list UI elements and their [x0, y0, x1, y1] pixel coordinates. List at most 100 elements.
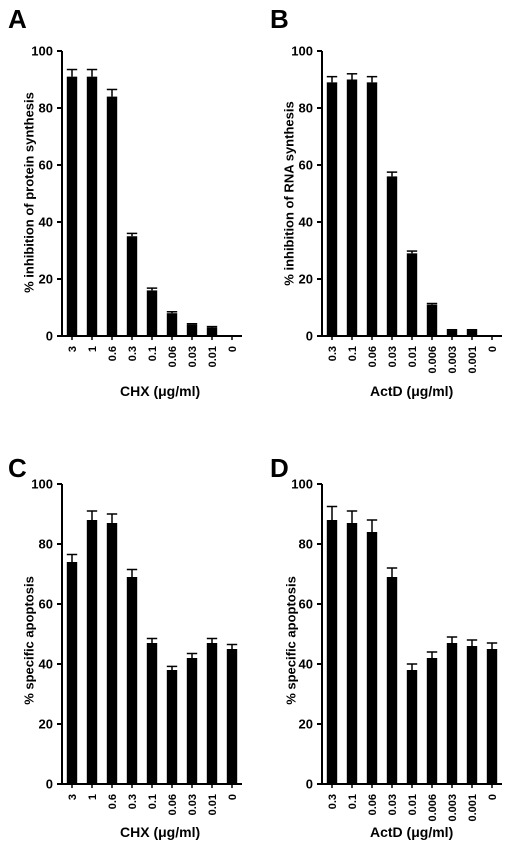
y-tick-label: 40 [39, 657, 53, 672]
y-tick-label: 100 [291, 44, 313, 59]
panel-b: B % inhibition of RNA synthesis 0 20 40 60 8… [260, 0, 520, 420]
bar [86, 76, 98, 337]
bar [146, 643, 158, 784]
y-tick-label: 100 [31, 44, 53, 59]
y-tick-label: 40 [39, 215, 53, 230]
x-tick-label: 1 [87, 794, 99, 800]
x-tick-label: 0.1 [347, 794, 359, 809]
bar [366, 532, 378, 784]
bar [426, 304, 438, 336]
bar [426, 658, 438, 784]
y-tick-label: 80 [299, 537, 313, 552]
bar [466, 646, 478, 784]
bar [106, 96, 118, 336]
y-tick-label: 20 [299, 272, 313, 287]
x-tick-label: 0.1 [347, 346, 359, 361]
x-tick-label: 0.06 [367, 346, 379, 367]
x-axis-label: ActD (μg/ml) [370, 383, 454, 399]
x-tick-label: 0.03 [187, 346, 199, 367]
y-tick-label: 60 [39, 158, 53, 173]
bar [226, 649, 238, 784]
x-tick-label: 0 [487, 794, 499, 800]
panel-d: D % specific apoptosis 0 20 40 60 80 100 0.3 0.… [260, 427, 520, 847]
x-tick-label: 0.06 [367, 794, 379, 815]
y-tick-label: 20 [299, 717, 313, 732]
y-tick-label: 60 [299, 158, 313, 173]
bar [486, 649, 498, 784]
y-tick-label: 0 [306, 777, 313, 792]
panel-letter: C [8, 453, 27, 483]
bar [186, 324, 198, 336]
x-axis-label: CHX (μg/ml) [120, 383, 201, 399]
x-tick-label: 0.03 [387, 346, 399, 367]
bar [146, 290, 158, 336]
y-tick-label: 0 [46, 329, 53, 344]
panel-letter: B [270, 4, 289, 34]
x-tick-label: 0.006 [427, 794, 439, 822]
panel-letter: A [8, 4, 27, 34]
bar [326, 520, 338, 784]
bar [466, 330, 478, 336]
bar [126, 236, 138, 336]
x-tick-label: 0.001 [467, 346, 479, 374]
x-axis-label: CHX (μg/ml) [120, 824, 201, 840]
x-tick-label: 0.1 [147, 794, 159, 809]
y-tick-label: 40 [299, 657, 313, 672]
y-tick-label: 80 [39, 101, 53, 116]
x-tick-label: 0.6 [107, 346, 119, 361]
chart-a: 0 20 40 60 80 100 3 1 0.6 0.3 0.1 0.06 0.03 0.01 0 [31, 44, 242, 367]
y-tick-label: 40 [299, 215, 313, 230]
x-tick-label: 0.01 [207, 794, 219, 815]
panel-letter: D [270, 453, 289, 483]
y-tick-label: 100 [291, 477, 313, 492]
chart-b: 0 20 40 60 80 100 0.3 0.1 0.06 0.03 0.01 0.006 0.003… [291, 44, 502, 374]
bar [406, 253, 418, 336]
x-tick-label: 0.3 [127, 346, 139, 361]
x-tick-label: 1 [87, 346, 99, 352]
y-tick-label: 100 [31, 477, 53, 492]
bar [346, 79, 358, 336]
bar [66, 562, 78, 784]
y-axis-label: % inhibition of RNA synthesis [281, 101, 297, 286]
bar [126, 577, 138, 784]
x-tick-label: 0.003 [447, 794, 459, 822]
bar [186, 658, 198, 784]
x-tick-label: 0.3 [127, 794, 139, 809]
bar [446, 330, 458, 336]
bar [446, 643, 458, 784]
panel-c: C % specific apoptosis 0 20 40 60 80 100 3 1 0.6… [0, 427, 260, 847]
y-tick-label: 80 [299, 101, 313, 116]
x-tick-label: 0.6 [107, 794, 119, 809]
panel-a: A % inhibition of protein synthesis 0 20 4… [0, 0, 260, 420]
bar [386, 176, 398, 336]
bar [346, 523, 358, 784]
bar [366, 82, 378, 336]
x-tick-label: 0.06 [167, 794, 179, 815]
x-tick-label: 0.01 [407, 346, 419, 367]
x-tick-label: 0.03 [387, 794, 399, 815]
bar [66, 76, 78, 337]
chart-c: 0 20 40 60 80 100 3 1 0.6 0.3 0.1 0.06 0.03 0.01 0 [31, 477, 242, 815]
y-tick-label: 20 [39, 272, 53, 287]
x-tick-label: 0.06 [167, 346, 179, 367]
y-tick-label: 80 [39, 537, 53, 552]
x-tick-label: 0.01 [407, 794, 419, 815]
y-axis-label: % specific apoptosis [283, 576, 299, 705]
x-tick-label: 0.03 [187, 794, 199, 815]
y-tick-label: 20 [39, 717, 53, 732]
x-tick-label: 0.003 [447, 346, 459, 374]
x-tick-label: 0.001 [467, 794, 479, 822]
y-axis-label: % inhibition of protein synthesis [21, 92, 37, 293]
bar [206, 643, 218, 784]
x-tick-label: 3 [67, 794, 79, 800]
bar [386, 577, 398, 784]
x-tick-label: 0 [487, 346, 499, 352]
y-tick-label: 60 [299, 597, 313, 612]
bar [206, 327, 218, 336]
x-tick-label: 0.01 [207, 346, 219, 367]
bar [166, 313, 178, 336]
x-tick-label: 0 [227, 346, 239, 352]
bar [326, 82, 338, 336]
chart-d: 0 20 40 60 80 100 0.3 0.1 0.06 0.03 0.01 0.006 0.003… [291, 477, 502, 822]
bar [86, 520, 98, 784]
